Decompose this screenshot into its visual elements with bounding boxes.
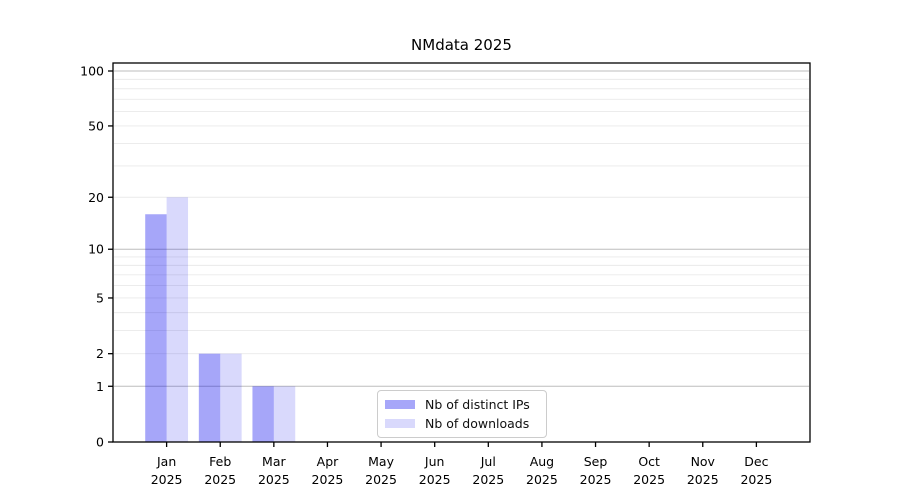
x-tick-label-feb: Feb 2025: [204, 454, 236, 487]
y-tick-label-0: 0: [96, 435, 104, 450]
legend-label-distinct-ips: Nb of distinct IPs: [425, 397, 530, 412]
legend-swatch-downloads: [385, 419, 415, 428]
y-tick-label-5: 5: [96, 290, 104, 305]
x-tick-label-sep: Sep 2025: [580, 454, 612, 487]
chart-title: NMdata 2025: [411, 36, 512, 54]
y-tick-label-10: 10: [88, 242, 104, 257]
bar-mar-distinct-ips: [252, 386, 274, 442]
legend-swatch-distinct-ips: [385, 400, 415, 409]
y-tick-label-100: 100: [80, 64, 104, 79]
bar-feb-downloads: [220, 353, 242, 442]
x-tick-label-nov: Nov 2025: [687, 454, 719, 487]
x-tick-label-apr: Apr 2025: [312, 454, 344, 487]
bar-mar-downloads: [273, 386, 296, 442]
x-tick-label-may: May 2025: [365, 454, 397, 487]
bar-jan-downloads: [166, 197, 189, 442]
y-tick-label-1: 1: [96, 379, 104, 394]
x-tick-label-jul: Jul 2025: [472, 454, 504, 487]
legend-item-downloads: Nb of downloads: [385, 416, 546, 431]
x-tick-label-jun: Jun 2025: [419, 454, 451, 487]
x-tick-label-mar: Mar 2025: [258, 454, 290, 487]
legend: Nb of distinct IPs Nb of downloads: [377, 390, 547, 438]
x-tick-label-jan: Jan 2025: [151, 454, 183, 487]
x-tick-label-dec: Dec 2025: [740, 454, 772, 487]
bar-jan-distinct-ips: [145, 214, 167, 442]
bar-feb-distinct-ips: [198, 353, 221, 442]
y-tick-label-2: 2: [96, 346, 104, 361]
x-tick-label-oct: Oct 2025: [633, 454, 665, 487]
y-tick-label-50: 50: [88, 118, 104, 133]
legend-label-downloads: Nb of downloads: [425, 416, 530, 431]
y-tick-label-20: 20: [88, 190, 104, 205]
x-tick-label-aug: Aug 2025: [526, 454, 558, 487]
legend-item-distinct-ips: Nb of distinct IPs: [385, 397, 546, 412]
plot-frame: [112, 62, 811, 443]
